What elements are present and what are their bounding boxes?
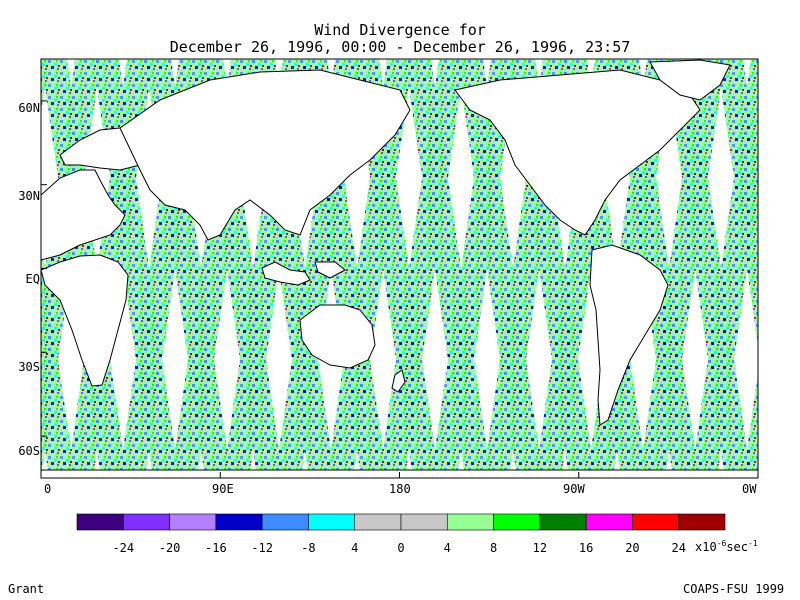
swath-band [795,59,800,478]
map-title-line1: Wind Divergence for [314,21,486,39]
colorbar-tick-label: -20 [158,541,181,555]
footer-credit: COAPS-FSU 1999 [683,582,785,596]
colorbar-tick-label: -24 [112,541,135,555]
footer-author: Grant [8,582,45,596]
lat-label-30n: 30N [18,189,40,203]
colorbar-tick-label: -12 [251,541,273,555]
lon-label-0: 0 [44,482,52,496]
colorbar-tick-label: 24 [671,541,686,555]
colorbar-tick-label: 4 [351,541,359,555]
colorbar-swatch [446,513,494,531]
colorbar-swatch [261,513,309,531]
colorbar-swatch [585,513,633,531]
lat-label-60n: 60N [18,101,40,115]
lon-label-90e: 90E [212,482,234,496]
lat-label-60s: 60S [18,444,40,458]
map-title-line2: December 26, 1996, 00:00 - December 26, … [169,38,631,56]
colorbar-tick-label: 8 [489,541,498,555]
swath-band [769,59,800,478]
colorbar-swatch [539,513,587,531]
lon-label-0w: 0W [742,482,757,496]
colorbar-tick-label: 0 [397,541,405,555]
swath-band [743,373,758,478]
continents [41,59,758,478]
lat-label-30s: 30S [18,360,40,374]
colorbar-swatch [632,513,680,531]
colorbar-swatch [215,513,263,531]
colorbar-tick-label: 4 [443,541,451,555]
colorbar-units: x10-6sec-1 [695,539,758,554]
colorbar-tick-label: 20 [625,541,640,555]
colorbar-swatch [678,513,726,531]
swath-band [717,59,758,346]
colorbar-tick-label: -8 [301,541,316,555]
colorbar-swatch [76,513,124,531]
colorbar-swatch [493,513,541,531]
swath-band [0,59,23,478]
colorbar-swatch [122,513,170,531]
colorbar-swatch [354,513,402,531]
lon-label-180: 180 [389,482,411,496]
colorbar-swatch [169,513,217,531]
lon-label-90w: 90W [563,482,585,496]
colorbar-tick-label: 12 [532,541,548,555]
colorbar [76,513,726,531]
lat-label-eq: EQ [25,272,40,286]
colorbar-swatch [308,513,356,531]
colorbar-tick-label: -16 [205,541,227,555]
colorbar-tick-label: 16 [578,541,594,555]
colorbar-swatch [400,513,448,531]
